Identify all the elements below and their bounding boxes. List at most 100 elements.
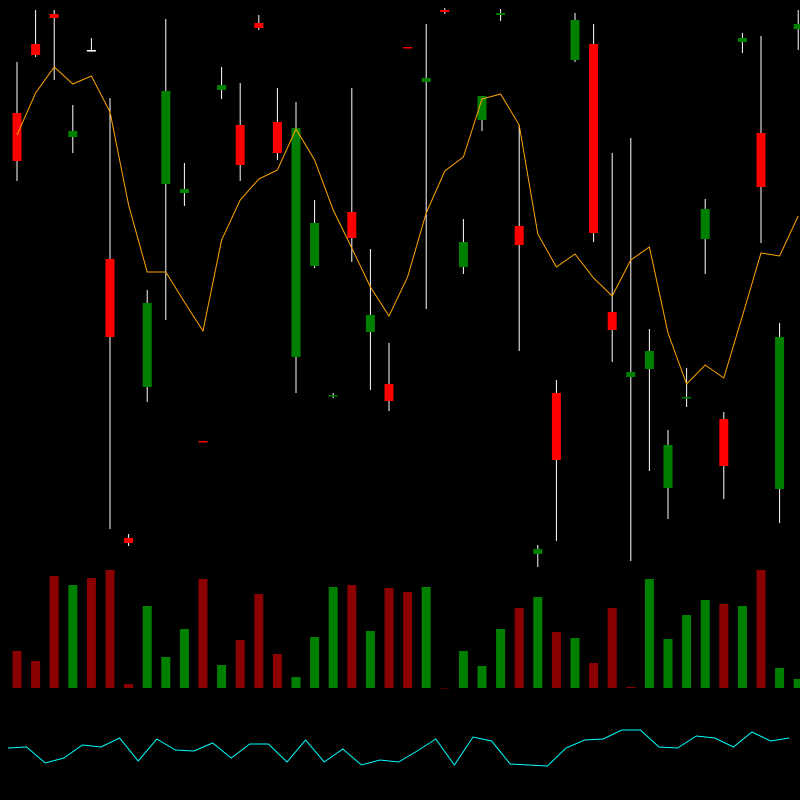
- candle-body: [458, 242, 468, 267]
- candle-body: [328, 395, 338, 397]
- candle-body: [682, 397, 692, 399]
- candle: [644, 329, 654, 471]
- volume-bar: [86, 578, 96, 688]
- volume-bar: [198, 579, 208, 688]
- candle: [589, 24, 599, 242]
- candle-body: [49, 14, 59, 18]
- volume-bar: [124, 684, 134, 688]
- volume-bar: [68, 585, 78, 688]
- candle-body: [254, 23, 264, 28]
- candle-body: [142, 303, 152, 387]
- candle-body: [217, 85, 227, 90]
- volume-bar: [235, 640, 245, 688]
- candle-body: [514, 226, 524, 245]
- candle: [198, 441, 208, 443]
- volume-bar: [551, 632, 561, 688]
- volume-bar: [254, 594, 264, 688]
- volume-bar: [719, 604, 729, 688]
- candle: [737, 33, 747, 53]
- candle: [105, 98, 115, 529]
- volume-bar: [272, 654, 282, 688]
- candle: [49, 10, 59, 80]
- volume-bar: [365, 631, 375, 688]
- candle: [682, 368, 692, 407]
- candle-body: [198, 441, 208, 443]
- candle: [384, 343, 394, 411]
- volume-bar: [291, 677, 301, 688]
- candle-body: [291, 128, 301, 357]
- candle: [793, 10, 800, 50]
- candle: [124, 534, 134, 546]
- candle: [496, 9, 506, 21]
- candle: [421, 24, 431, 309]
- volume-bar: [663, 639, 673, 688]
- candle-body: [775, 337, 785, 489]
- volume-bar: [49, 576, 59, 688]
- candle: [272, 88, 282, 160]
- candle-body: [756, 133, 766, 187]
- candle: [719, 412, 729, 499]
- volume-bar: [12, 651, 22, 688]
- candle-body: [589, 44, 599, 233]
- candle: [31, 10, 41, 57]
- volume-bar: [328, 587, 338, 688]
- volume-bar: [589, 663, 599, 688]
- volume-bar: [403, 592, 413, 688]
- volume-bar: [347, 585, 357, 688]
- volume-bar: [700, 600, 710, 688]
- volume-panel: [12, 570, 800, 689]
- volume-bar: [105, 570, 115, 688]
- candle: [607, 153, 617, 362]
- candle: [328, 393, 338, 398]
- candle: [551, 380, 561, 541]
- volume-bar: [644, 579, 654, 688]
- candle-body: [533, 549, 543, 554]
- candle-body: [793, 24, 800, 29]
- candle-body: [496, 13, 506, 15]
- candle-body: [551, 393, 561, 460]
- candle-body: [365, 315, 375, 332]
- candle-body: [68, 131, 78, 137]
- candle: [68, 105, 78, 153]
- volume-bar: [626, 687, 636, 688]
- candle: [12, 62, 22, 181]
- moving-average-line: [16, 66, 799, 385]
- candle-body: [644, 351, 654, 369]
- candle-body: [737, 38, 747, 42]
- candle: [217, 67, 227, 99]
- volume-bar: [440, 688, 450, 689]
- volume-bar: [142, 606, 152, 688]
- volume-bar: [458, 651, 468, 688]
- candle-body: [347, 212, 357, 238]
- candle-body: [31, 44, 41, 55]
- volume-bar: [477, 666, 487, 688]
- candle-body: [124, 538, 134, 543]
- candle: [458, 219, 468, 274]
- candle: [235, 83, 245, 181]
- candle: [347, 88, 357, 262]
- volume-bar: [607, 608, 617, 688]
- volume-bar: [161, 657, 171, 688]
- candle: [700, 199, 710, 274]
- price-panel: [12, 8, 800, 567]
- volume-bar: [217, 665, 227, 688]
- candle: [533, 545, 543, 567]
- volume-bar: [310, 637, 320, 688]
- candle-body: [105, 259, 115, 337]
- candle-body: [179, 189, 189, 193]
- candle-body: [403, 47, 413, 49]
- volume-bar: [775, 668, 785, 688]
- indicator-line: [7, 729, 790, 767]
- candle-body: [235, 125, 245, 165]
- candle-body: [161, 91, 171, 184]
- candle-body: [719, 419, 729, 466]
- volume-bar: [533, 597, 543, 688]
- volume-bar: [496, 629, 506, 688]
- candle: [365, 249, 375, 390]
- volume-bar: [682, 615, 692, 688]
- volume-bar: [179, 629, 189, 688]
- volume-bar: [421, 587, 431, 688]
- candle: [142, 290, 152, 402]
